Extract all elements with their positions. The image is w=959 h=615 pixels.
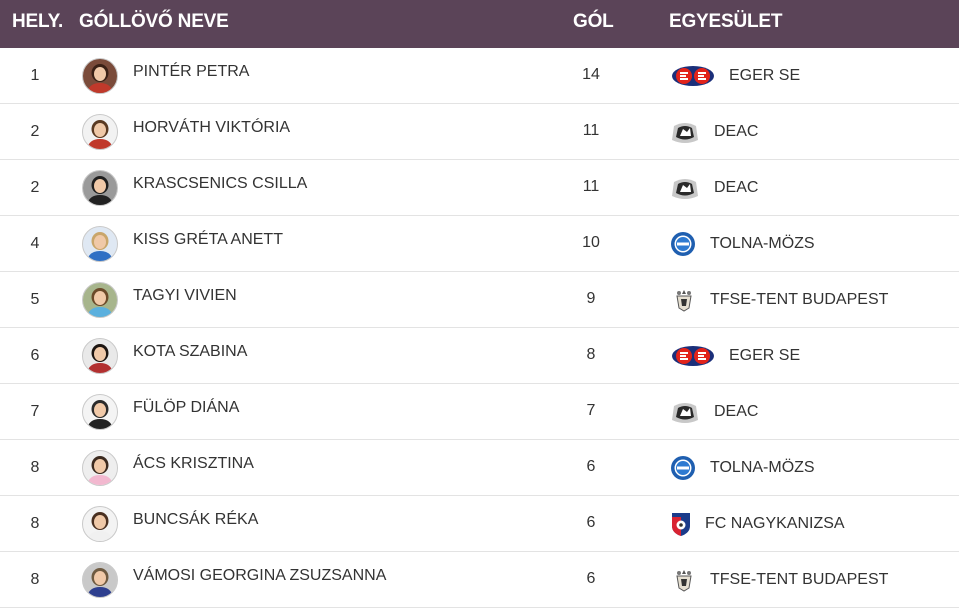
deac-logo-icon xyxy=(670,399,700,425)
club-name[interactable]: EGER SE xyxy=(729,67,801,84)
rank-cell: 8 xyxy=(30,515,40,532)
player-name[interactable]: BUNCSÁK RÉKA xyxy=(133,511,259,528)
deac-logo-icon xyxy=(670,119,700,145)
player-avatar xyxy=(82,562,118,598)
player-name[interactable]: VÁMOSI GEORGINA ZSUZSANNA xyxy=(133,567,387,584)
goals-cell: 7 xyxy=(586,402,596,419)
goals-cell: 9 xyxy=(586,290,596,307)
table-row: 2 HORVÁTH VIKTÓRIA 11 DEAC xyxy=(0,104,959,160)
table-row: 4 KISS GRÉTA ANETT 10 TOLNA-MÖZS xyxy=(0,216,959,272)
eger-se-logo-icon xyxy=(671,63,715,89)
club-name[interactable]: DEAC xyxy=(714,179,759,196)
goals-cell: 11 xyxy=(582,122,600,139)
player-name[interactable]: KRASCSENICS CSILLA xyxy=(133,175,308,192)
club-name[interactable]: TOLNA-MÖZS xyxy=(710,459,815,476)
player-name[interactable]: KOTA SZABINA xyxy=(133,343,248,360)
club-name[interactable]: DEAC xyxy=(714,123,759,140)
player-avatar xyxy=(82,282,118,318)
table-row: 5 TAGYI VIVIEN 9 TFSE-TENT BUDAPEST xyxy=(0,272,959,328)
table-header: HELY. GÓLLÖVŐ NEVE GÓL EGYESÜLET xyxy=(0,0,959,48)
column-header-goals: GÓL xyxy=(573,11,614,32)
player-avatar xyxy=(82,114,118,150)
rank-cell: 8 xyxy=(30,571,40,588)
deac-logo-icon xyxy=(670,175,700,201)
player-name[interactable]: ÁCS KRISZTINA xyxy=(133,455,254,472)
column-header-rank: HELY. xyxy=(12,11,64,32)
rank-cell: 6 xyxy=(30,347,40,364)
club-name[interactable]: DEAC xyxy=(714,403,759,420)
goals-cell: 11 xyxy=(582,178,600,195)
rank-cell: 7 xyxy=(30,403,40,420)
fc-nagykanizsa-logo-icon xyxy=(670,511,692,537)
rank-cell: 1 xyxy=(30,67,40,84)
player-avatar xyxy=(82,506,118,542)
tolna-mozs-logo-icon xyxy=(670,455,696,481)
rank-cell: 2 xyxy=(30,179,40,196)
rank-cell: 8 xyxy=(30,459,40,476)
club-name[interactable]: FC NAGYKANIZSA xyxy=(705,515,845,532)
club-name[interactable]: TFSE-TENT BUDAPEST xyxy=(710,291,889,308)
table-row: 8 VÁMOSI GEORGINA ZSUZSANNA 6 TFSE-TENT BUD… xyxy=(0,552,959,608)
rank-cell: 4 xyxy=(30,235,40,252)
player-avatar xyxy=(82,58,118,94)
goals-cell: 8 xyxy=(586,346,596,363)
goals-cell: 14 xyxy=(582,66,600,83)
table-row: 8 ÁCS KRISZTINA 6 TOLNA-MÖZS xyxy=(0,440,959,496)
player-avatar xyxy=(82,394,118,430)
player-name[interactable]: KISS GRÉTA ANETT xyxy=(133,231,283,248)
player-name[interactable]: PINTÉR PETRA xyxy=(133,63,250,80)
goals-cell: 6 xyxy=(586,514,596,531)
player-name[interactable]: FÜLÖP DIÁNA xyxy=(133,399,240,416)
player-avatar xyxy=(82,170,118,206)
club-name[interactable]: TOLNA-MÖZS xyxy=(710,235,815,252)
player-avatar xyxy=(82,226,118,262)
column-header-name: GÓLLÖVŐ NEVE xyxy=(79,11,229,32)
table-row: 7 FÜLÖP DIÁNA 7 DEAC xyxy=(0,384,959,440)
club-name[interactable]: TFSE-TENT BUDAPEST xyxy=(710,571,889,588)
column-header-club: EGYESÜLET xyxy=(669,11,783,32)
table-body: 1 PINTÉR PETRA 14 EGER SE 2 HORVÁTH VIKTÓRIA 1… xyxy=(0,48,959,608)
table-row: 6 KOTA SZABINA 8 EGER SE xyxy=(0,328,959,384)
player-name[interactable]: HORVÁTH VIKTÓRIA xyxy=(133,119,291,136)
table-row: 2 KRASCSENICS CSILLA 11 DEAC xyxy=(0,160,959,216)
player-avatar xyxy=(82,338,118,374)
table-row: 8 BUNCSÁK RÉKA 6 FC NAGYKANIZSA xyxy=(0,496,959,552)
player-name[interactable]: TAGYI VIVIEN xyxy=(133,287,237,304)
tolna-mozs-logo-icon xyxy=(670,231,696,257)
goals-cell: 6 xyxy=(586,570,596,587)
player-avatar xyxy=(82,450,118,486)
club-name[interactable]: EGER SE xyxy=(729,347,801,364)
rank-cell: 2 xyxy=(30,123,40,140)
tfse-logo-icon xyxy=(674,287,694,313)
table-row: 1 PINTÉR PETRA 14 EGER SE xyxy=(0,48,959,104)
rank-cell: 5 xyxy=(30,291,40,308)
goals-cell: 6 xyxy=(586,458,596,475)
goals-cell: 10 xyxy=(582,234,600,251)
tfse-logo-icon xyxy=(674,567,694,593)
eger-se-logo-icon xyxy=(671,343,715,369)
